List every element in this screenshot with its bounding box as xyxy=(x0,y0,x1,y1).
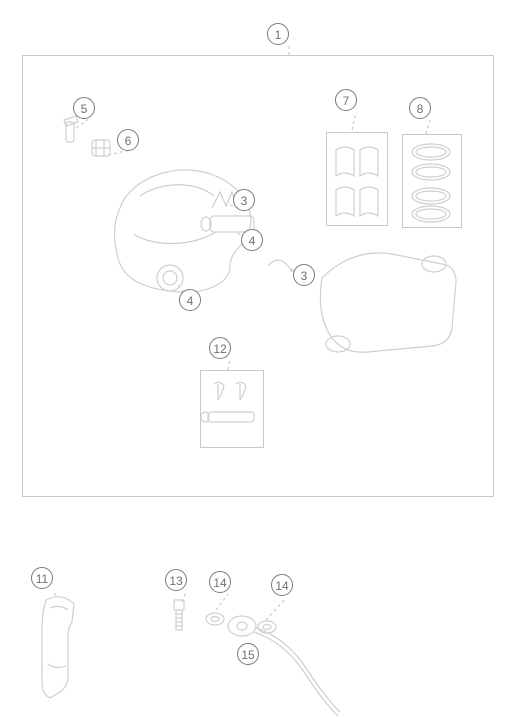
callout-3: 3 xyxy=(293,264,315,286)
banjo-bolt-shaft xyxy=(176,610,182,630)
cotter-clip-1 xyxy=(236,382,246,400)
brake-pad-detail xyxy=(48,606,68,667)
callout-3: 3 xyxy=(233,189,255,211)
callout-4: 4 xyxy=(241,229,263,251)
callout-6: 6 xyxy=(117,129,139,151)
seal-inner-0 xyxy=(416,147,446,157)
callout-12: 12 xyxy=(209,337,231,359)
callout-4: 4 xyxy=(179,289,201,311)
crush-washer-hole-0 xyxy=(211,617,219,622)
diagram-stage: { "canvas": { "w": 508, "h": 717, "bg": … xyxy=(0,0,508,717)
brake-hose xyxy=(254,632,338,716)
seal-inner-2 xyxy=(416,191,446,201)
cotter-clip-0 xyxy=(214,382,224,400)
banjo-eye xyxy=(228,616,256,636)
guide-boot-b xyxy=(157,265,183,291)
callout-15: 15 xyxy=(237,643,259,665)
banjo-thread xyxy=(176,614,182,626)
callout-13: 13 xyxy=(165,569,187,591)
seal-inner-1 xyxy=(416,167,446,177)
bleeder-tip xyxy=(64,116,78,126)
callout-7: 7 xyxy=(335,89,357,111)
callout-14: 14 xyxy=(271,574,293,596)
callout-11: 11 xyxy=(31,567,53,589)
dust-boot-2 xyxy=(336,187,354,216)
crush-washer-1 xyxy=(258,621,276,633)
crush-washer-hole-1 xyxy=(263,625,271,630)
caliper-detail xyxy=(134,185,216,244)
caliper-bracket xyxy=(320,253,456,352)
dust-boot-0 xyxy=(336,147,354,176)
crush-washer-0 xyxy=(206,613,224,625)
brake-hose-b xyxy=(256,628,340,712)
callout-8: 8 xyxy=(409,97,431,119)
banjo-eye-hole xyxy=(237,622,247,630)
bleeder-cap-knurl xyxy=(92,140,110,156)
pad-pin xyxy=(208,412,254,422)
dust-boot-1 xyxy=(360,147,378,176)
brake-pad xyxy=(42,597,74,698)
callout-14: 14 xyxy=(209,571,231,593)
callout-5: 5 xyxy=(73,97,95,119)
seal-inner-3 xyxy=(416,209,446,219)
dust-boot-3 xyxy=(360,187,378,216)
guide-boot-b-inner xyxy=(163,271,177,285)
callout-1: 1 xyxy=(267,23,289,45)
